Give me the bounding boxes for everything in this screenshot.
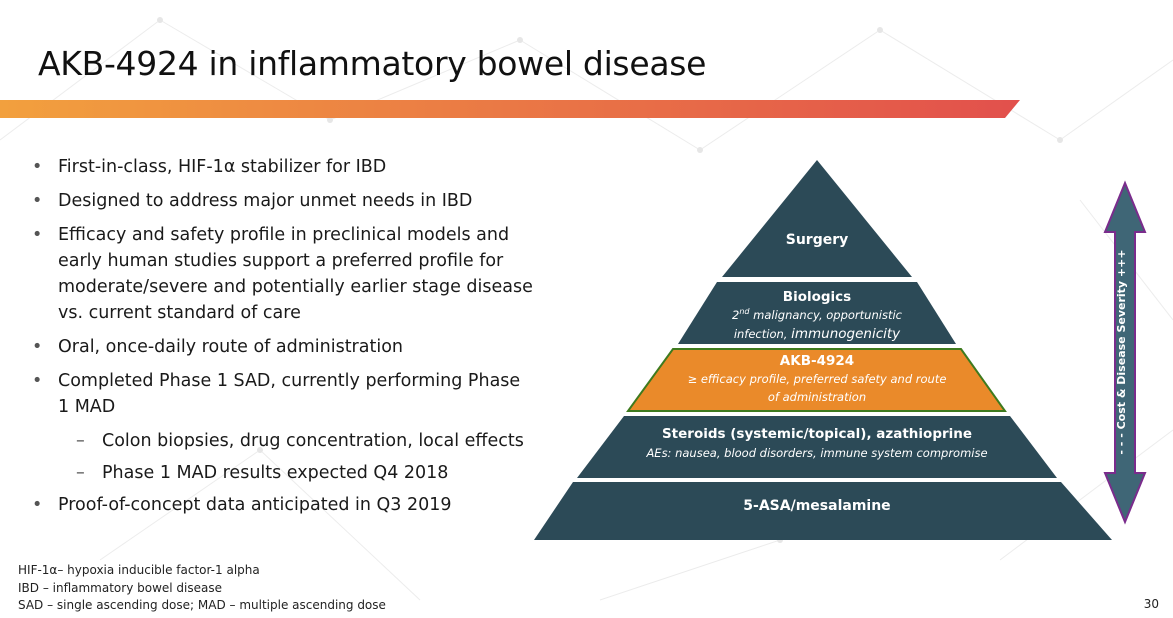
bullet-line: early human studies support a preferred … bbox=[58, 251, 504, 271]
footnote-line: HIF-1α– hypoxia inducible factor-1 alpha bbox=[18, 563, 260, 577]
pyramid-biologics-title: Biologics bbox=[783, 289, 851, 305]
bullet-item: • Efficacy and safety profile in preclin… bbox=[30, 222, 550, 326]
bullet-text: First-in-class, HIF-1α stabilizer for IB… bbox=[58, 157, 387, 177]
pyramid-akb-title: AKB-4924 bbox=[780, 353, 854, 369]
cost-severity-label: - - - Cost & Disease Severity +++ bbox=[1115, 249, 1128, 454]
biologics-line2-emph: immunogenicity bbox=[791, 326, 901, 342]
pyramid-biologics-line2: infection, immunogenicity bbox=[734, 326, 901, 342]
bullet-line: 1 MAD bbox=[58, 397, 116, 417]
bullet-text: Designed to address major unmet needs in… bbox=[58, 191, 473, 211]
sub-bullet-item: – Colon biopsies, drug concentration, lo… bbox=[30, 428, 550, 454]
biologics-line1-text: malignancy, opportunistic bbox=[750, 308, 903, 322]
sub-bullet-dash: – bbox=[76, 431, 85, 451]
bullet-item: • First-in-class, HIF-1α stabilizer for … bbox=[30, 154, 550, 180]
bullet-dot: • bbox=[32, 157, 43, 177]
bullet-list: • First-in-class, HIF-1α stabilizer for … bbox=[30, 154, 550, 526]
bullet-dot: • bbox=[32, 225, 43, 245]
double-arrow-icon bbox=[1103, 180, 1147, 525]
pyramid-akb-line1: ≥ efficacy profile, preferred safety and… bbox=[688, 372, 947, 386]
footnote-line: SAD – single ascending dose; MAD – multi… bbox=[18, 598, 386, 612]
bullet-text: Proof-of-concept data anticipated in Q3 … bbox=[58, 495, 452, 515]
bullet-line: Completed Phase 1 SAD, currently perform… bbox=[58, 371, 521, 391]
bullet-dot: • bbox=[32, 371, 43, 391]
treatment-pyramid: Surgery Biologics 2nd malignancy, opport… bbox=[534, 160, 1147, 540]
footnotes: HIF-1α– hypoxia inducible factor-1 alpha… bbox=[18, 562, 386, 615]
bullet-item: • Oral, once-daily route of administrati… bbox=[30, 334, 550, 360]
pyramid-surgery-label: Surgery bbox=[786, 232, 849, 248]
biologics-sup-pre: 2 bbox=[732, 308, 739, 322]
slide-title: AKB-4924 in inflammatory bowel disease bbox=[38, 44, 707, 83]
pyramid-akb-line2: of administration bbox=[768, 390, 866, 404]
biologics-sup: nd bbox=[739, 307, 750, 316]
bullet-item: • Proof-of-concept data anticipated in Q… bbox=[30, 492, 550, 518]
pyramid-tier-biologics bbox=[678, 282, 956, 344]
bullet-dot: • bbox=[32, 495, 43, 515]
sub-bullet-dash: – bbox=[76, 463, 85, 483]
page-number: 30 bbox=[1143, 597, 1159, 611]
bullet-line: Efficacy and safety profile in preclinic… bbox=[58, 225, 510, 245]
bullet-line: vs. current standard of care bbox=[58, 303, 301, 323]
pyramid-biologics-line1: 2nd malignancy, opportunistic bbox=[732, 307, 903, 322]
bullet-line: moderate/severe and potentially earlier … bbox=[58, 277, 533, 297]
pyramid-steroids-line1: AEs: nausea, blood disorders, immune sys… bbox=[645, 446, 987, 460]
title-accent-bar bbox=[0, 100, 1020, 118]
pyramid-tier-5-asa bbox=[534, 482, 1112, 540]
pyramid-asa-label: 5-ASA/mesalamine bbox=[743, 498, 890, 514]
pyramid-tier-akb-4924 bbox=[626, 348, 1007, 412]
bullet-text: Oral, once-daily route of administration bbox=[58, 337, 404, 357]
bullet-item: • Completed Phase 1 SAD, currently perfo… bbox=[30, 368, 550, 420]
pyramid-tier-steroids bbox=[577, 416, 1057, 478]
bullet-dot: • bbox=[32, 191, 43, 211]
sub-bullet-item: – Phase 1 MAD results expected Q4 2018 bbox=[30, 460, 550, 486]
sub-bullet-text: Colon biopsies, drug concentration, loca… bbox=[102, 431, 524, 451]
footnote-line: IBD – inflammatory bowel disease bbox=[18, 580, 222, 595]
sub-bullet-text: Phase 1 MAD results expected Q4 2018 bbox=[102, 463, 449, 483]
pyramid-tier-surgery bbox=[722, 160, 912, 277]
pyramid-steroids-title: Steroids (systemic/topical), azathioprin… bbox=[662, 426, 972, 442]
bullet-dot: • bbox=[32, 337, 43, 357]
bullet-item: • Designed to address major unmet needs … bbox=[30, 188, 550, 214]
biologics-line2-text: infection, bbox=[734, 327, 791, 341]
